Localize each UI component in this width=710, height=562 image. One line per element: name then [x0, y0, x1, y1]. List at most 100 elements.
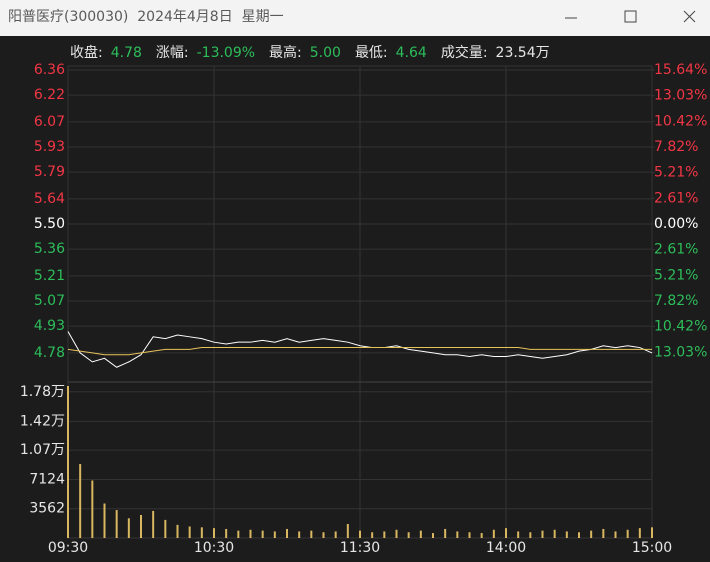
volume-tick-label: 7124	[29, 471, 65, 487]
volume-bar	[626, 529, 629, 538]
y2-tick-label: 10.42%	[654, 319, 707, 335]
volume-bar	[261, 530, 264, 538]
y2-tick-label: 7.82%	[654, 293, 698, 309]
volume-bar	[505, 528, 507, 538]
y-tick-label: 5.07	[34, 293, 65, 309]
volume-bar	[310, 530, 313, 538]
volume-bar	[237, 530, 240, 538]
volume-bar	[188, 526, 191, 538]
volume-bar	[395, 529, 398, 538]
window-title: 阳普医疗(300030) 2024年4月8日 星期一	[8, 9, 284, 25]
volume-bar	[334, 531, 337, 538]
volume-bar	[298, 531, 301, 538]
info-value: -13.09%	[197, 45, 255, 61]
y-tick-label: 6.36	[34, 62, 65, 78]
y2-tick-label: 15.64%	[654, 62, 707, 78]
y2-tick-label: 7.82%	[654, 139, 698, 155]
x-tick-label: 10:30	[194, 540, 234, 556]
y2-tick-label: 13.03%	[654, 344, 707, 360]
volume-bar	[541, 530, 544, 538]
volume-tick-label: 1.07万	[20, 442, 65, 458]
info-label: 涨幅:	[156, 45, 189, 61]
volume-bar	[480, 533, 483, 538]
close-button[interactable]	[683, 10, 696, 23]
price-line	[67, 331, 653, 368]
volume-bar	[164, 519, 167, 538]
volume-bar	[200, 527, 203, 538]
volume-bar	[79, 464, 82, 538]
volume-bar	[213, 528, 215, 538]
y2-tick-label: 2.61%	[654, 242, 698, 258]
y-tick-label: 6.22	[34, 87, 65, 103]
y-tick-label: 6.07	[34, 114, 65, 130]
y-tick-label: 5.64	[34, 191, 65, 207]
volume-bar	[67, 386, 69, 538]
volume-bar	[456, 531, 459, 538]
volume-bar	[346, 524, 349, 538]
volume-bar	[492, 529, 495, 538]
info-value: 4.64	[396, 45, 427, 61]
volume-tick-label: 1.78万	[20, 384, 65, 400]
info-value: 23.54万	[496, 45, 550, 61]
volume-bar	[651, 527, 653, 538]
info-label: 最低:	[355, 45, 388, 61]
x-tick-label: 14:00	[486, 540, 526, 556]
info-label: 成交量:	[441, 44, 488, 61]
volume-bar	[638, 528, 641, 538]
volume-bar	[468, 532, 471, 538]
volume-bar	[103, 503, 106, 538]
maximize-button[interactable]	[624, 10, 637, 23]
volume-bar	[444, 528, 447, 538]
volume-bar	[91, 480, 94, 538]
y-tick-label: 4.93	[34, 318, 65, 334]
volume-bar	[565, 531, 568, 538]
volume-bar	[359, 530, 361, 538]
volume-bar	[517, 531, 520, 538]
y-tick-label: 5.50	[34, 216, 65, 232]
title-bar	[0, 0, 710, 36]
y-tick-label: 5.21	[34, 268, 65, 284]
volume-bar	[225, 528, 228, 538]
y2-tick-label: 10.42%	[654, 113, 707, 129]
volume-tick-label: 1.42万	[20, 413, 65, 429]
info-value: 4.78	[111, 45, 142, 61]
y2-tick-label: 2.61%	[654, 190, 698, 206]
volume-bar	[590, 530, 593, 538]
volume-bar	[249, 529, 252, 538]
y-tick-label: 5.36	[34, 241, 65, 257]
x-tick-label: 11:30	[340, 540, 380, 556]
volume-bar	[127, 518, 130, 538]
info-label: 收盘:	[70, 44, 103, 61]
volume-bar	[371, 532, 374, 538]
price-line	[67, 347, 652, 356]
volume-bar	[286, 528, 288, 538]
volume-tick-label: 3562	[29, 501, 65, 517]
y2-tick-label: 13.03%	[654, 88, 707, 104]
volume-bar	[115, 510, 118, 538]
volume-bar	[152, 510, 155, 538]
volume-bar	[614, 531, 617, 538]
y2-tick-label: 0.00%	[654, 216, 698, 232]
volume-bar	[140, 514, 142, 538]
y2-tick-label: 5.21%	[654, 267, 698, 283]
volume-bar	[529, 532, 532, 538]
volume-bar	[432, 533, 434, 538]
volume-bar	[407, 532, 410, 538]
volume-bar	[578, 532, 580, 538]
volume-bar	[383, 531, 386, 538]
y-tick-label: 5.79	[34, 164, 65, 180]
volume-bar	[273, 531, 276, 538]
volume-bar	[322, 532, 325, 538]
y-tick-label: 5.93	[34, 139, 65, 155]
volume-bar	[419, 530, 422, 538]
volume-bar	[602, 528, 605, 538]
x-tick-label: 15:00	[632, 540, 672, 556]
volume-bar	[176, 524, 179, 538]
info-label: 最高:	[269, 44, 302, 61]
info-row: 收盘: 4.78 涨幅: -13.09% 最高: 5.00 最低: 4.64 成交量: 23.54…	[70, 44, 550, 61]
info-value: 5.00	[310, 45, 341, 61]
y2-tick-label: 5.21%	[654, 165, 698, 181]
x-tick-label: 09:30	[48, 540, 88, 556]
